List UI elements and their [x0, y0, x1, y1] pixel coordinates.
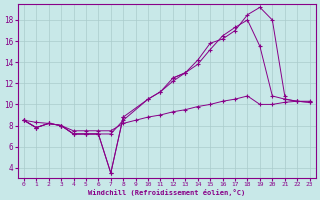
X-axis label: Windchill (Refroidissement éolien,°C): Windchill (Refroidissement éolien,°C) — [88, 189, 245, 196]
